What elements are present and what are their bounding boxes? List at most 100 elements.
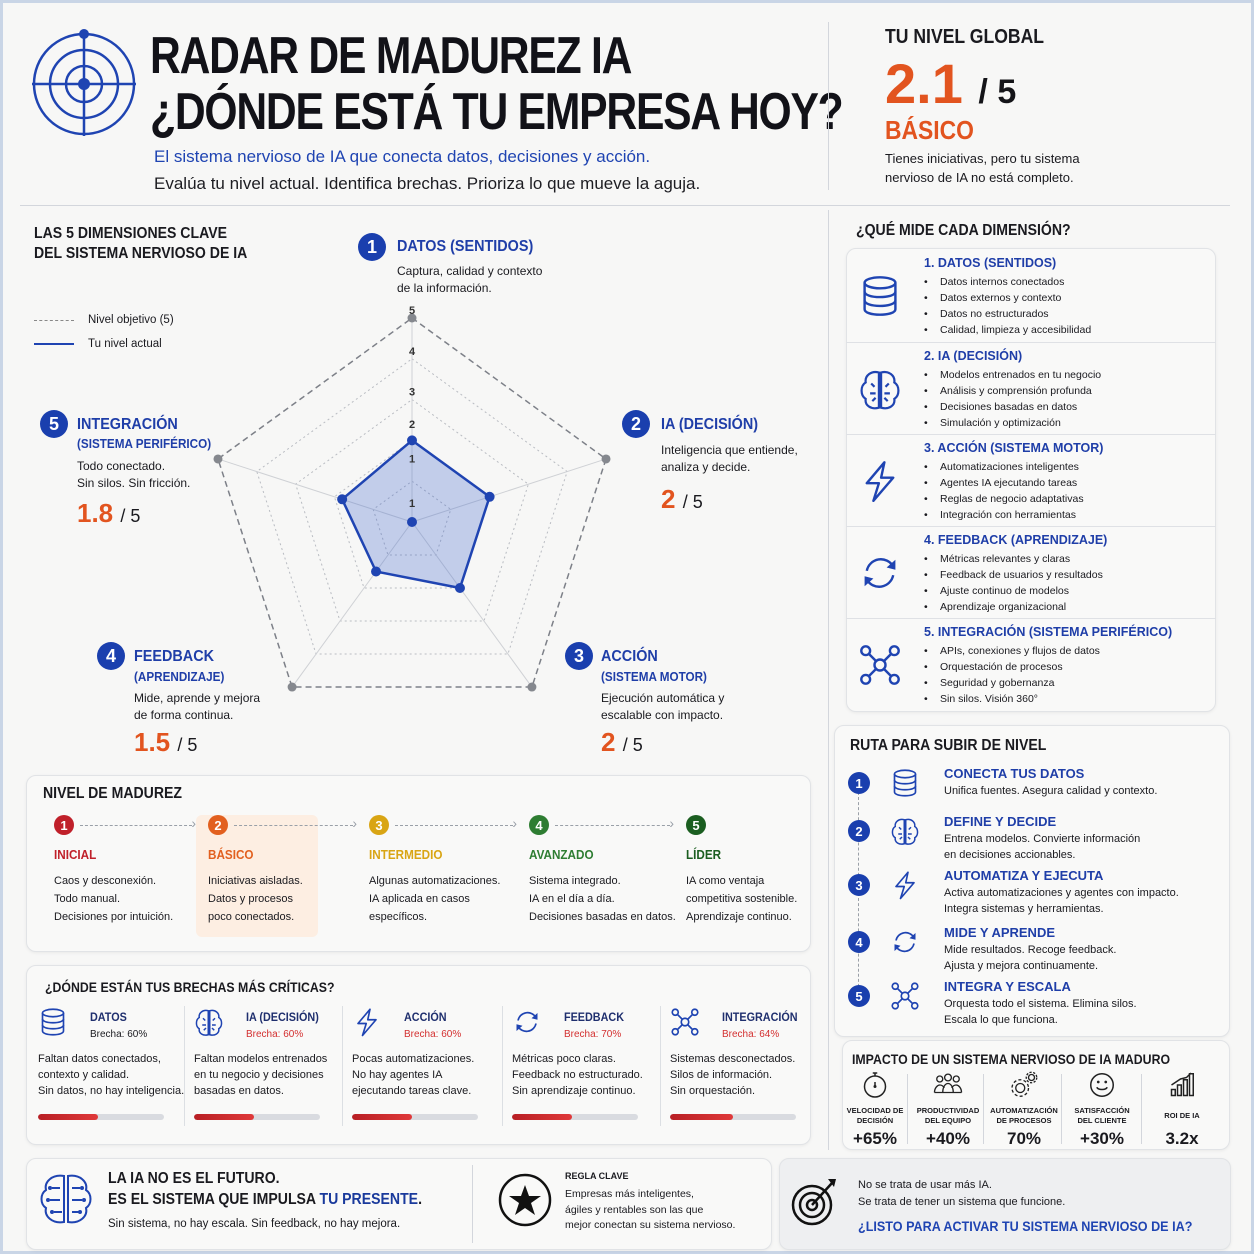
database-icon [41, 1008, 65, 1036]
footer-headline-2: ES EL SISTEMA QUE IMPULSA TU PRESENTE. [108, 1191, 422, 1209]
bullet-item: Decisiones basadas en datos [924, 399, 1101, 415]
gap-title: DATOS [90, 1010, 127, 1024]
dimension-4-desc: Mide, aprende y mejora de forma continua… [134, 690, 260, 724]
maturity-level-badge: 4 [529, 815, 549, 835]
impact-label: PRODUCTIVIDAD DEL EQUIPO [909, 1105, 987, 1127]
gap-progress-bar [512, 1114, 638, 1120]
subtitle: El sistema nervioso de IA que conecta da… [154, 147, 651, 166]
desc-line: Ajusta y mejora continuamente. [944, 960, 1099, 972]
label-line: DEL EQUIPO [924, 1116, 972, 1125]
route-step-badge: 2 [848, 820, 870, 842]
maturity-level-name: LÍDER [686, 847, 722, 862]
gaps-title: ¿DÓNDE ESTÁN TUS BRECHAS MÁS CRÍTICAS? [45, 979, 335, 995]
route-step-title: CONECTA TUS DATOS [944, 766, 1085, 781]
route-step-4: 4 MIDE Y APRENDE Mide resultados. Recoge… [846, 925, 1226, 987]
desc-line: Decisiones por intuición. [54, 911, 174, 923]
maturity-level-desc: Caos y desconexión. Todo manual. Decisione… [54, 872, 204, 926]
measures-title: ¿QUÉ MIDE CADA DIMENSIÓN? [856, 222, 1071, 239]
global-score-max: / 5 [978, 73, 1017, 111]
svg-text:1: 1 [409, 454, 415, 466]
desc-line: IA aplicada en casos [369, 893, 470, 905]
desc-line: Escala lo que funciona. [944, 1014, 1058, 1026]
impact-divider [1141, 1074, 1142, 1144]
desc-line: contexto y calidad. [38, 1069, 130, 1081]
svg-text:1: 1 [409, 498, 415, 510]
route-step-title: MIDE Y APRENDE [944, 925, 1056, 940]
route-step-desc: Mide resultados. Recoge feedback. Ajusta… [944, 942, 1116, 974]
desc-line: Todo conectado. [77, 459, 166, 473]
dimension-3-subtitle: (SISTEMA MOTOR) [601, 669, 707, 684]
route-step-2: 2 DEFINE Y DECIDE Entrena modelos. Convi… [846, 814, 1226, 876]
dimension-5-score: 1.8 / 5 [77, 498, 140, 529]
desc-line: en tu negocio y decisiones [194, 1069, 324, 1081]
dimension-5-desc: Todo conectado. Sin silos. Sin fricción. [77, 458, 190, 492]
maturity-title: NIVEL DE MADUREZ [43, 785, 182, 802]
desc-line: específicos. [369, 911, 428, 923]
measure-item-5: 5. INTEGRACIÓN (SISTEMA PERIFÉRICO) APIs… [846, 619, 1216, 711]
label-line: DECISIÓN [856, 1116, 894, 1125]
route-step-title: AUTOMATIZA Y EJECUTA [944, 868, 1104, 883]
impact-value: +65% [853, 1129, 897, 1148]
dimension-1-badge: 1 [358, 233, 386, 261]
route-step-title: INTEGRA Y ESCALA [944, 979, 1071, 994]
column-divider [828, 210, 829, 1150]
legend-target: Nivel objetivo (5) [34, 314, 174, 326]
svg-text:2: 2 [409, 419, 415, 431]
impact-label: ROI DE IA [1143, 1105, 1221, 1127]
route-title: RUTA PARA SUBIR DE NIVEL [850, 737, 1047, 754]
headline-highlight: TU PRESENTE [319, 1191, 419, 1208]
score-value: 2 [661, 484, 676, 514]
desc-line: Caos y desconexión. [54, 875, 157, 887]
measure-title: 5. INTEGRACIÓN (SISTEMA PERIFÉRICO) [924, 625, 1173, 639]
footer-divider [472, 1165, 473, 1243]
cta-line: No se trata de usar más IA. [858, 1179, 992, 1191]
score-max: / 5 [177, 735, 198, 755]
legend-current-label: Tu nivel actual [88, 338, 162, 350]
maturity-arrow [80, 815, 196, 831]
maturity-level-name: INICIAL [54, 847, 97, 862]
cta-link[interactable]: ¿LISTO PARA ACTIVAR TU SISTEMA NERVIOSO … [858, 1218, 1193, 1234]
svg-text:3: 3 [409, 387, 415, 399]
measure-title: 3. ACCIÓN (SISTEMA MOTOR) [924, 441, 1104, 455]
maturity-arrow [395, 815, 517, 831]
maturity-level-desc: Iniciativas aisladas. Datos y procesos poc… [208, 872, 358, 926]
lightning-icon [895, 871, 915, 900]
maturity-level-name: BÁSICO [208, 847, 254, 862]
global-description: Tienes iniciativas, pero tu sistema nerv… [885, 151, 1080, 185]
desc-line: Sin silos. Sin fricción. [77, 476, 191, 490]
impact-value: +40% [926, 1129, 970, 1148]
desc-line: Integra sistemas y herramientas. [944, 903, 1104, 915]
score-max: / 5 [120, 506, 141, 526]
measure-bullets: Métricas relevantes y clarasFeedback de … [924, 551, 1103, 615]
gap-divider [502, 1006, 503, 1126]
desc-line: en decisiones accionables. [944, 849, 1076, 861]
gap-progress-bar [670, 1114, 796, 1120]
desc-line: Aprendizaje continuo. [686, 911, 792, 923]
desc-line: Faltan datos conectados, [38, 1053, 161, 1065]
global-level-label: TU NIVEL GLOBAL [885, 26, 1045, 48]
brain-icon [891, 818, 919, 845]
gap-percentage: Brecha: 60% [90, 1029, 148, 1040]
cta-text: No se trata de usar más IA. Se trata de … [858, 1177, 1065, 1211]
desc-line: IA en el día a día. [529, 893, 615, 905]
global-score-value: 2.1 [885, 52, 963, 115]
label-line: DEL CLIENTE [1077, 1116, 1127, 1125]
circuit-brain-icon [40, 1174, 92, 1224]
gap-percentage: Brecha: 60% [404, 1029, 462, 1040]
brain-icon [860, 370, 900, 410]
rule-line: mejor conectan su sistema nervioso. [565, 1219, 736, 1231]
dimension-3-title: ACCIÓN [601, 648, 658, 665]
bullet-item: Métricas relevantes y claras [924, 551, 1103, 567]
dimension-3-desc: Ejecución automática y escalable con imp… [601, 690, 724, 724]
maturity-level-4: 4 AVANZADO Sistema integrado. IA en el dí… [529, 815, 679, 926]
measure-bullets: Automatizaciones inteligentesAgentes IA … [924, 459, 1084, 523]
dimension-4-badge: 4 [97, 642, 125, 670]
bullet-item: Ajuste continuo de modelos [924, 583, 1103, 599]
bullet-item: Datos no estructurados [924, 306, 1091, 322]
network-nodes-icon [891, 982, 919, 1010]
maturity-level-1: 1 INICIAL Caos y desconexión. Todo manual… [54, 815, 204, 926]
lightning-icon [357, 1008, 377, 1037]
desc-line: Algunas automatizaciones. [369, 875, 501, 887]
desc-line: Datos y procesos [208, 893, 293, 905]
dimension-2-badge: 2 [622, 410, 650, 438]
